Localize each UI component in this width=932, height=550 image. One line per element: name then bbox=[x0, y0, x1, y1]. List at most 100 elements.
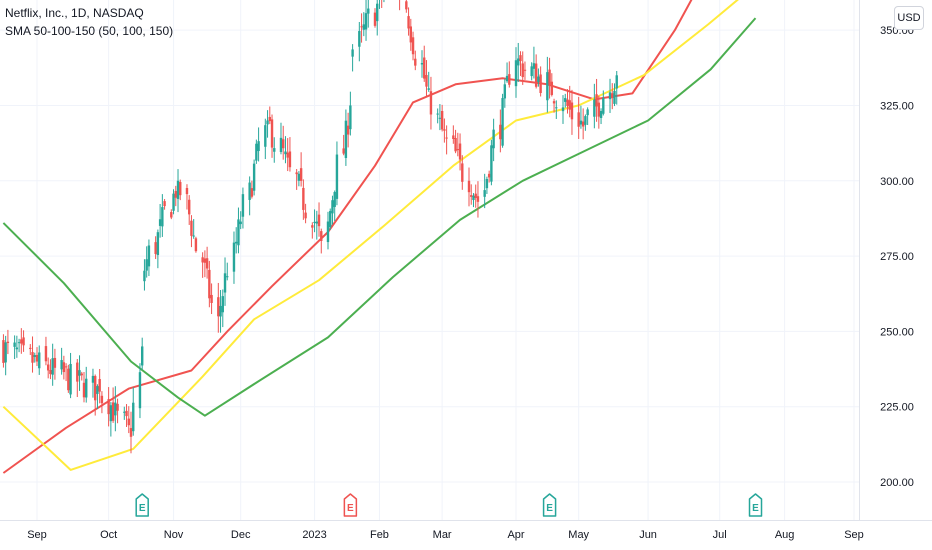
candle-body[interactable] bbox=[127, 418, 130, 426]
candle-body[interactable] bbox=[458, 143, 462, 160]
candle-body[interactable] bbox=[194, 238, 198, 252]
candle-body[interactable] bbox=[358, 31, 361, 47]
candle-body[interactable] bbox=[445, 137, 448, 139]
candle-body[interactable] bbox=[98, 379, 101, 392]
candle-body[interactable] bbox=[132, 402, 135, 432]
candle-body[interactable] bbox=[414, 58, 417, 66]
candle-body[interactable] bbox=[203, 258, 207, 263]
candle-body[interactable] bbox=[452, 135, 455, 140]
candle-body[interactable] bbox=[235, 241, 238, 244]
candle-body[interactable] bbox=[174, 191, 177, 198]
candle-body[interactable] bbox=[550, 81, 554, 95]
candle-body[interactable] bbox=[282, 139, 285, 149]
candle-body[interactable] bbox=[237, 219, 240, 246]
candle-body[interactable] bbox=[49, 369, 52, 375]
candle-body[interactable] bbox=[333, 192, 336, 207]
candle-body[interactable] bbox=[190, 220, 193, 236]
candle-body[interactable] bbox=[476, 196, 480, 202]
candle-body[interactable] bbox=[311, 225, 314, 228]
candle-body[interactable] bbox=[163, 201, 166, 207]
candle-body[interactable] bbox=[362, 24, 365, 30]
candle-body[interactable] bbox=[302, 187, 305, 210]
candle-body[interactable] bbox=[239, 221, 242, 225]
symbol-title[interactable]: Netflix, Inc., 1D, NASDAQ bbox=[5, 6, 144, 20]
candle-body[interactable] bbox=[250, 188, 254, 197]
candle-body[interactable] bbox=[613, 90, 616, 104]
candle-body[interactable] bbox=[423, 57, 426, 79]
candle-body[interactable] bbox=[530, 66, 533, 77]
candle-body[interactable] bbox=[420, 63, 424, 65]
candle-body[interactable] bbox=[564, 98, 567, 102]
candle-body[interactable] bbox=[537, 76, 540, 82]
candle-body[interactable] bbox=[6, 341, 10, 343]
candle-body[interactable] bbox=[143, 270, 146, 282]
candle-body[interactable] bbox=[566, 99, 569, 106]
earnings-marker[interactable]: E bbox=[343, 493, 358, 517]
candle-body[interactable] bbox=[96, 386, 99, 394]
candle-body[interactable] bbox=[615, 75, 618, 89]
candle-body[interactable] bbox=[46, 364, 50, 371]
candle-body[interactable] bbox=[360, 26, 363, 28]
candle-body[interactable] bbox=[534, 63, 538, 87]
candle-body[interactable] bbox=[114, 402, 117, 416]
candle-body[interactable] bbox=[100, 395, 104, 404]
candle-body[interactable] bbox=[367, 8, 370, 14]
candle-body[interactable] bbox=[490, 145, 493, 182]
candle-body[interactable] bbox=[29, 347, 32, 349]
candle-body[interactable] bbox=[508, 74, 511, 85]
candle-body[interactable] bbox=[31, 352, 34, 363]
price-axis[interactable]: 200.00225.00250.00275.00300.00325.00350.… bbox=[880, 0, 914, 489]
candle-body[interactable] bbox=[78, 370, 81, 376]
candle-body[interactable] bbox=[584, 116, 587, 125]
indicator-legend[interactable]: SMA 50-100-150 (50, 100, 150) bbox=[5, 24, 174, 38]
candle-body[interactable] bbox=[217, 297, 220, 317]
candle-body[interactable] bbox=[503, 84, 507, 99]
candle-body[interactable] bbox=[313, 221, 316, 223]
candle-body[interactable] bbox=[201, 257, 204, 263]
candle-body[interactable] bbox=[17, 342, 21, 344]
candle-body[interactable] bbox=[295, 172, 298, 175]
candle-body[interactable] bbox=[331, 200, 334, 214]
candle-body[interactable] bbox=[602, 97, 605, 114]
candle-body[interactable] bbox=[329, 211, 332, 228]
candle-body[interactable] bbox=[577, 112, 580, 127]
candle-body[interactable] bbox=[176, 180, 180, 199]
candle-body[interactable] bbox=[485, 178, 489, 189]
candle-body[interactable] bbox=[179, 182, 182, 196]
candle-body[interactable] bbox=[145, 259, 148, 271]
candle-body[interactable] bbox=[351, 49, 354, 57]
candle-body[interactable] bbox=[4, 342, 7, 363]
candle-body[interactable] bbox=[67, 368, 70, 391]
candle-body[interactable] bbox=[266, 120, 269, 125]
candle-body[interactable] bbox=[219, 305, 222, 317]
candle-body[interactable] bbox=[407, 16, 410, 29]
earnings-marker[interactable]: E bbox=[542, 493, 557, 517]
currency-button[interactable]: USD bbox=[894, 6, 924, 30]
candle-body[interactable] bbox=[440, 110, 444, 130]
candle-body[interactable] bbox=[586, 109, 589, 116]
candle-body[interactable] bbox=[532, 63, 536, 69]
candle-body[interactable] bbox=[82, 382, 86, 398]
candle-body[interactable] bbox=[501, 98, 504, 146]
candle-body[interactable] bbox=[158, 219, 162, 226]
candle-body[interactable] bbox=[109, 405, 113, 422]
candle-body[interactable] bbox=[514, 60, 518, 87]
candle-body[interactable] bbox=[326, 221, 330, 243]
candle-body[interactable] bbox=[44, 346, 48, 362]
candle-body[interactable] bbox=[568, 100, 571, 110]
candle-body[interactable] bbox=[608, 92, 612, 100]
candle-body[interactable] bbox=[226, 276, 229, 278]
candle-body[interactable] bbox=[454, 137, 457, 152]
candle-body[interactable] bbox=[69, 363, 72, 395]
candle-body[interactable] bbox=[470, 195, 473, 197]
candle-body[interactable] bbox=[548, 69, 551, 85]
candle-body[interactable] bbox=[320, 231, 323, 241]
candle-body[interactable] bbox=[317, 214, 321, 227]
candle-body[interactable] bbox=[561, 107, 565, 112]
candle-body[interactable] bbox=[210, 294, 213, 303]
candle-body[interactable] bbox=[125, 410, 128, 417]
candle-body[interactable] bbox=[38, 352, 41, 369]
candle-body[interactable] bbox=[141, 346, 144, 366]
candle-body[interactable] bbox=[76, 362, 79, 382]
